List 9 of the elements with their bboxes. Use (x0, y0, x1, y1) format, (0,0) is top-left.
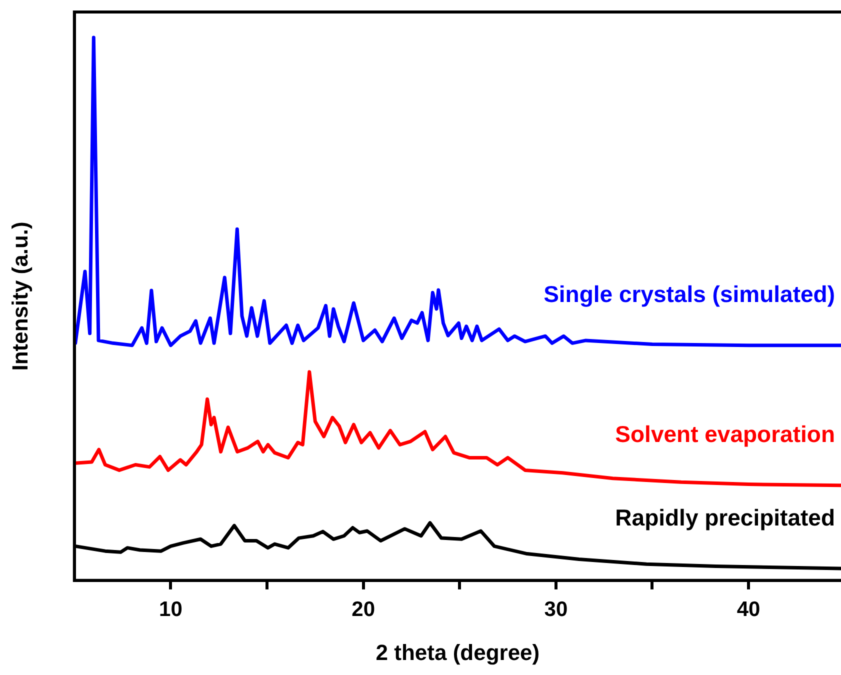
series-label: Solvent evaporation (615, 421, 835, 448)
x-tick-label: 20 (352, 598, 375, 621)
x-axis-title: 2 theta (degree) (376, 640, 540, 665)
x-tick-label: 30 (544, 598, 568, 621)
series-label: Rapidly precipitated (615, 504, 835, 530)
y-axis-title: Intensity (a.u.) (7, 222, 32, 371)
x-tick-label: 40 (736, 598, 760, 621)
x-tick-label: 10 (159, 598, 182, 621)
series-label: Single crystals (simulated) (544, 281, 835, 308)
